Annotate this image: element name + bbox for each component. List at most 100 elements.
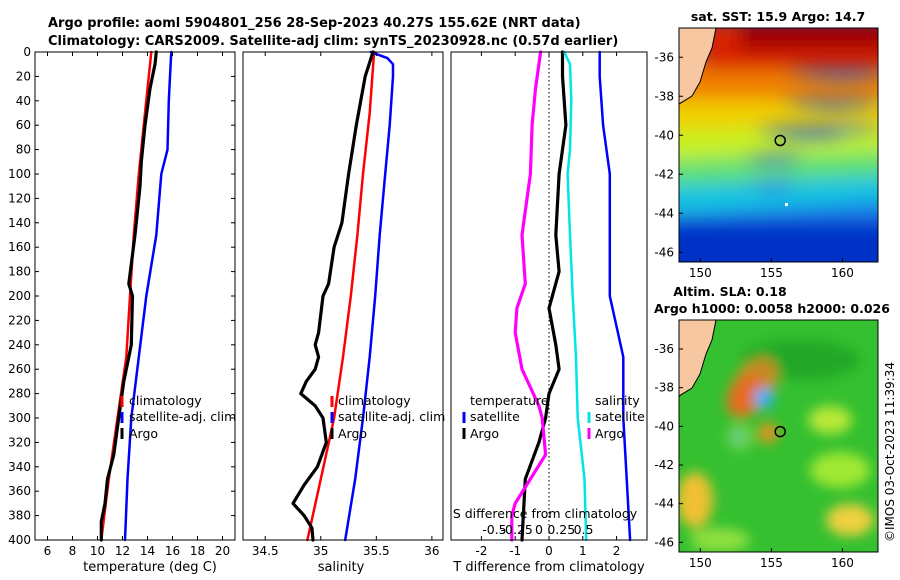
- temperature-panel: 6 8 10 12 14 16 18 20 temperature (deg C) clima…: [34, 50, 236, 575]
- difference-legend-right: salinity satellite Argo: [587, 393, 645, 441]
- s-difference-tick-label: -0.5: [482, 522, 506, 537]
- salinity-series-climatology: [306, 50, 376, 542]
- difference-series-s-satellite: [562, 50, 588, 542]
- sla-map-ytick-label: -46: [654, 535, 674, 549]
- difference-series-t-argo: [520, 50, 568, 542]
- depth-tick-label: 360: [8, 484, 31, 498]
- legend-salinity-label: salinity: [595, 393, 640, 408]
- salinity-xtick-label: 35.5: [363, 544, 390, 558]
- s-difference-label: S difference from climatology: [453, 506, 638, 521]
- legend-s-argo-label: Argo: [595, 426, 624, 441]
- sla-map-ytick-label: -42: [654, 458, 674, 472]
- legend-s-satellite-label: satellite: [595, 409, 645, 424]
- depth-tick-label: 60: [16, 118, 31, 132]
- depth-tick-label: 80: [16, 143, 31, 157]
- temperature-xtick-label: 14: [140, 544, 155, 558]
- difference-xtick-label: 2: [613, 544, 621, 558]
- temperature-xtick-label: 16: [165, 544, 180, 558]
- depth-tick-label: 120: [8, 191, 31, 205]
- temperature-xtick-label: 10: [90, 544, 105, 558]
- salinity-xtick-label: 34.5: [252, 544, 279, 558]
- difference-series-s-argo: [510, 50, 548, 542]
- depth-tick-label: 320: [8, 435, 31, 449]
- s-difference-tick-label: 0.25: [547, 522, 575, 537]
- salinity-axes-frame: [242, 51, 444, 541]
- legend-satellite-label: satellite-adj. clim: [338, 409, 445, 424]
- argo-location-marker: [774, 134, 786, 147]
- salinity-legend: climatology satellite-adj. clim Argo: [330, 393, 445, 441]
- legend-t-satellite-label: satellite: [470, 409, 520, 424]
- legend-climatology-label: climatology: [338, 393, 411, 408]
- depth-tick-label: 100: [8, 167, 31, 181]
- depth-tick-label: 200: [8, 289, 31, 303]
- figure-title-line1: Argo profile: aoml 5904801_256 28-Sep-20…: [48, 16, 581, 31]
- salinity-xlabel: salinity: [318, 560, 365, 575]
- sst-map-ytick-label: -36: [654, 50, 674, 64]
- salinity-xtick-label: 35: [313, 544, 328, 558]
- temperature-xlabel: temperature (deg C): [83, 560, 217, 575]
- sst-map-frame: [678, 27, 879, 263]
- depth-axis-labels: 0 20 40 60 80 100 120 140 160 180 200 220 240 260 280 3…: [8, 45, 31, 547]
- depth-tick-label: 300: [8, 411, 31, 425]
- depth-tick-label: 260: [8, 362, 31, 376]
- depth-tick-label: 280: [8, 387, 31, 401]
- salinity-panel: 34.5 35 35.5 36 salinity climatology satell…: [242, 50, 445, 575]
- sst-map-ytick-label: -44: [654, 206, 674, 220]
- sla-map-xtick-label: 155: [760, 556, 783, 570]
- legend-argo-label: Argo: [338, 426, 367, 441]
- temperature-series-argo: [99, 50, 158, 542]
- difference-xlabel: T difference from climatology: [452, 560, 645, 575]
- difference-xtick-label: 1: [579, 544, 587, 558]
- salinity-series-argo: [291, 50, 375, 542]
- legend-satellite-label: satellite-adj. clim: [129, 409, 236, 424]
- sst-map-ytick-label: -46: [654, 245, 674, 259]
- sst-map-xtick-label: 150: [689, 266, 712, 280]
- sst-map-xtick-label: 155: [760, 266, 783, 280]
- temperature-xtick-label: 6: [44, 544, 52, 558]
- difference-xtick-label: -1: [509, 544, 521, 558]
- depth-tick-label: 380: [8, 509, 31, 523]
- sla-map-field: [679, 320, 878, 552]
- depth-tick-label: 160: [8, 240, 31, 254]
- sla-map-xtick-label: 150: [689, 556, 712, 570]
- temperature-series-satellite-adj-clim: [123, 50, 173, 542]
- difference-legend-left: temperature satellite Argo: [462, 393, 549, 441]
- depth-tick-label: 140: [8, 216, 31, 230]
- sst-map-field: [679, 28, 878, 262]
- sla-map-xtick-label: 160: [831, 556, 854, 570]
- sst-map-xtick-label: 160: [831, 266, 854, 280]
- s-difference-tick-label: 0.5: [574, 522, 594, 537]
- sst-map-ytick-label: -42: [654, 167, 674, 181]
- depth-tick-label: 240: [8, 338, 31, 352]
- imos-credit: ©IMOS 03-Oct-2023 11:39:34: [883, 362, 897, 542]
- sst-map-ytick-label: -38: [654, 89, 674, 103]
- argo-location-marker: [774, 425, 786, 438]
- temperature-xtick-label: 8: [69, 544, 77, 558]
- coastline-land: [679, 28, 717, 105]
- legend-t-argo-label: Argo: [470, 426, 499, 441]
- sla-map-ytick-label: -38: [654, 381, 674, 395]
- sla-map-frame: [678, 319, 879, 553]
- legend-argo-label: Argo: [129, 426, 158, 441]
- depth-tick-label: 20: [16, 69, 31, 83]
- sst-map-ytick-label: -40: [654, 128, 674, 142]
- temperature-xtick-label: 20: [215, 544, 230, 558]
- depth-tick-label: 400: [8, 533, 31, 547]
- s-difference-tick-label: -0.25: [501, 522, 533, 537]
- depth-tick-label: 180: [8, 265, 31, 279]
- difference-xtick-label: -2: [475, 544, 487, 558]
- temperature-axes-frame: [34, 51, 236, 541]
- depth-tick-label: 40: [16, 94, 31, 108]
- legend-temperature-label: temperature: [470, 393, 549, 408]
- sla-map-ytick-label: -36: [654, 342, 674, 356]
- salinity-series-satellite-adj-clim: [343, 50, 395, 542]
- depth-tick-label: 0: [23, 45, 31, 59]
- legend-climatology-label: climatology: [129, 393, 202, 408]
- sla-map-ytick-label: -44: [654, 497, 674, 511]
- sst-map: 150 155 160 -36 -38 -40 -42 -44 -46: [654, 27, 879, 280]
- difference-xtick-label: 0: [545, 544, 553, 558]
- figure-title-line2: Climatology: CARS2009. Satellite-adj cli…: [48, 34, 618, 49]
- sla-map-title-line1: Altim. SLA: 0.18: [673, 284, 786, 299]
- sla-map-title-line2: Argo h1000: 0.0058 h2000: 0.026: [654, 301, 890, 316]
- depth-tick-label: 340: [8, 460, 31, 474]
